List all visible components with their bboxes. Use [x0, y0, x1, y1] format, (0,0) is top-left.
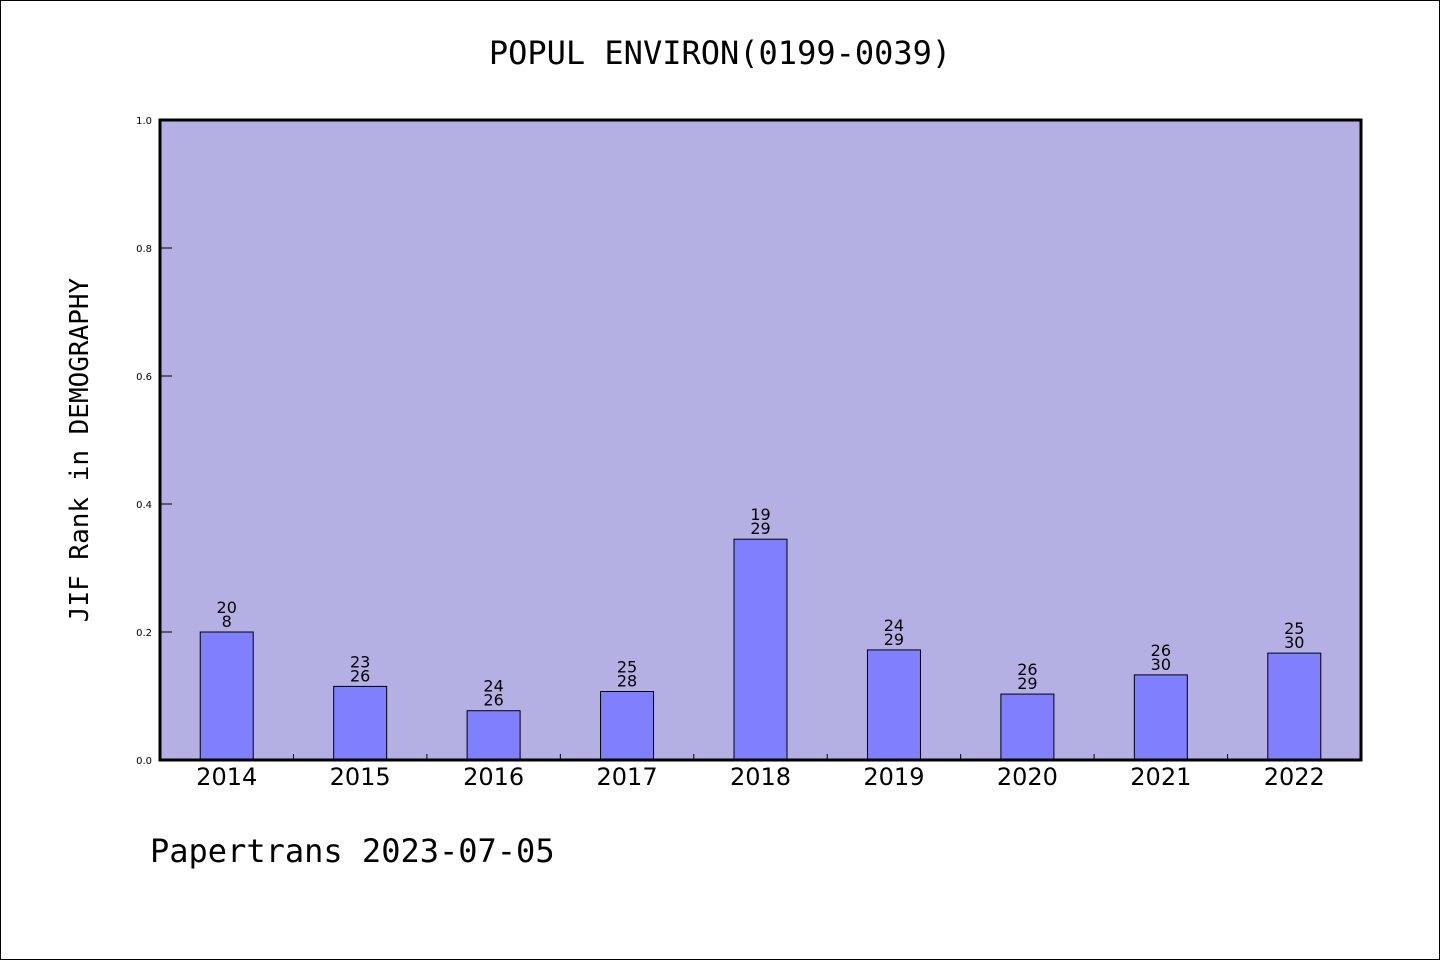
x-ticks-layer: 2014 2015 2016 2017 2018 2019 2020 2021 2022 — [196, 754, 1325, 791]
x-tick-label-2017: 2017 — [597, 763, 658, 791]
bar-2014 — [199, 631, 254, 761]
y-tick-label-0.4: 0.4 — [136, 500, 152, 511]
bar-2022 — [1267, 652, 1322, 761]
bar-label-top-2015: 23 — [350, 652, 370, 671]
x-tick-label-2018: 2018 — [730, 763, 791, 791]
plot-border — [158, 118, 1363, 762]
y-tick-label-1.0: 1.0 — [136, 116, 152, 127]
bar-label-bottom-2020: 29 — [1017, 674, 1037, 693]
bar-2017 — [600, 691, 655, 761]
y-tick-label-0.8: 0.8 — [136, 244, 152, 255]
y-tick-label-0.2: 0.2 — [136, 628, 152, 639]
chart-title: POPUL ENVIRON(0199-0039) — [488, 34, 952, 72]
x-tick-label-2015: 2015 — [330, 763, 391, 791]
bar-2015 — [333, 685, 388, 761]
x-tick-label-2019: 2019 — [863, 763, 924, 791]
bar-2019 — [866, 649, 921, 761]
bar-label-bottom-2015: 26 — [350, 666, 370, 685]
footer-text: Papertrans 2023-07-05 — [150, 832, 555, 870]
bar-label-bottom-2014: 8 — [222, 612, 232, 631]
bar-label-bottom-2022: 30 — [1284, 633, 1304, 652]
bar-label-top-2016: 24 — [483, 677, 503, 696]
bar-label-top-2014: 20 — [217, 598, 237, 617]
bar-label-bottom-2017: 28 — [617, 672, 637, 691]
bar-label-top-2017: 25 — [617, 658, 637, 677]
y-tick-label-0.0: 0.0 — [136, 756, 152, 767]
bar-label-bottom-2019: 29 — [884, 630, 904, 649]
bar-label-bottom-2021: 30 — [1151, 655, 1171, 674]
bar-label-bottom-2018: 29 — [750, 519, 770, 538]
y-ticks-layer: 0.0 0.2 0.4 0.6 0.8 1.0 — [136, 116, 172, 767]
x-tick-label-2014: 2014 — [196, 763, 257, 791]
bar-2016 — [466, 710, 521, 761]
bar-2018 — [733, 538, 788, 761]
bar-label-top-2019: 24 — [884, 616, 904, 635]
x-tick-label-2021: 2021 — [1130, 763, 1191, 791]
bar-label-top-2020: 26 — [1017, 660, 1037, 679]
bar-label-top-2021: 26 — [1151, 641, 1171, 660]
bar-label-top-2018: 19 — [750, 505, 770, 524]
x-tick-label-2022: 2022 — [1264, 763, 1325, 791]
x-tick-label-2016: 2016 — [463, 763, 524, 791]
bar-label-bottom-2016: 26 — [483, 691, 503, 710]
bar-label-top-2022: 25 — [1284, 619, 1304, 638]
y-tick-label-0.6: 0.6 — [136, 372, 152, 383]
bar-2021 — [1133, 674, 1188, 761]
bar-2020 — [1000, 693, 1055, 761]
x-tick-label-2020: 2020 — [997, 763, 1058, 791]
